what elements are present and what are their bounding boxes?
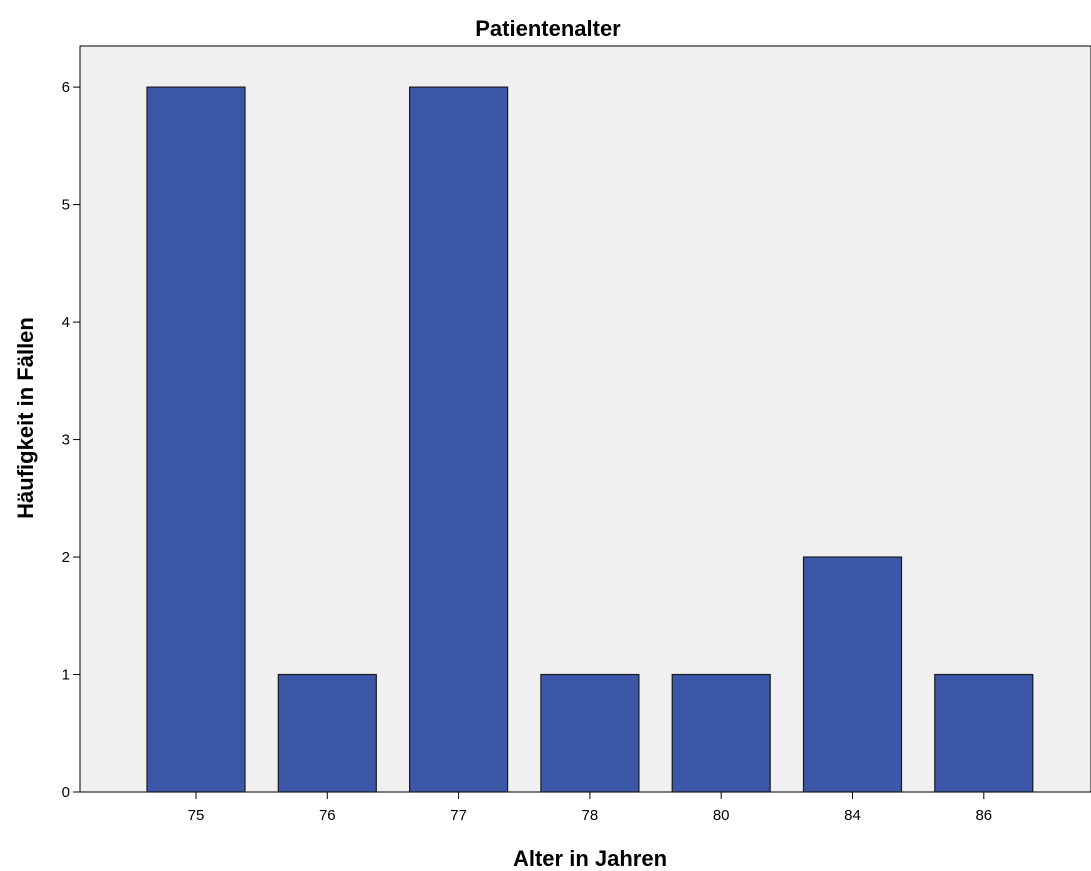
bar-80 [671, 673, 771, 793]
plot-area [79, 45, 1091, 793]
y-tick-label: 2 [62, 549, 70, 566]
y-tick-label: 1 [62, 667, 70, 684]
x-tick-label: 84 [844, 807, 861, 824]
x-tick-label: 77 [450, 807, 467, 824]
y-tick-label: 5 [62, 197, 70, 214]
bar-75 [146, 86, 246, 793]
y-axis: 0 1 2 3 4 5 6 [62, 79, 80, 801]
y-tick-label: 4 [62, 314, 70, 331]
x-axis-label: Alter in Jahren [513, 846, 667, 871]
x-tick-label: 80 [713, 807, 730, 824]
y-tick-label: 3 [62, 432, 70, 449]
x-tick-label: 86 [975, 807, 992, 824]
y-tick-label: 6 [62, 79, 70, 96]
x-tick-label: 78 [582, 807, 599, 824]
y-tick-label: 0 [62, 784, 70, 801]
y-axis-label: Häufigkeit in Fällen [13, 317, 38, 519]
bar-77 [409, 86, 509, 793]
x-axis: 75 76 77 78 80 84 86 [188, 792, 992, 824]
chart-title: Patientenalter [475, 16, 621, 41]
bar-84 [802, 556, 903, 793]
bars [146, 86, 1034, 793]
x-tick-label: 75 [188, 807, 205, 824]
x-tick-label: 76 [319, 807, 336, 824]
bar-78 [540, 673, 640, 793]
bar-76 [277, 673, 377, 793]
bar-86 [934, 673, 1034, 793]
